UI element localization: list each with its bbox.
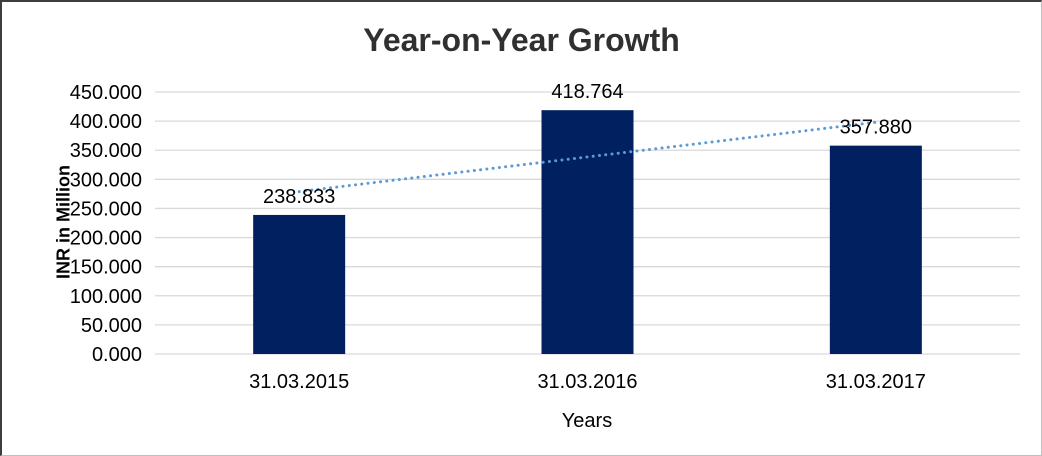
y-tick-label: 300.000	[70, 169, 142, 191]
chart-title: Year-on-Year Growth	[363, 22, 680, 58]
x-category-label: 31.03.2017	[826, 371, 926, 393]
bar-value-label: 238.833	[263, 186, 335, 208]
bar-31.03.2017	[829, 145, 922, 354]
y-tick-label: 100.000	[70, 286, 142, 308]
x-category-label: 31.03.2016	[537, 371, 637, 393]
x-axis-title: Years	[561, 410, 613, 432]
trendline	[297, 120, 878, 194]
y-tick-label: 450.000	[70, 82, 142, 104]
y-tick-label: 50.000	[81, 315, 142, 337]
y-tick-label: 200.000	[70, 228, 142, 250]
y-tick-label: 350.000	[70, 140, 142, 162]
y-tick-label: 400.000	[70, 111, 142, 133]
bar-value-label: 418.764	[551, 81, 623, 103]
bar-31.03.2015	[253, 214, 346, 354]
y-tick-label: 0.000	[92, 344, 142, 366]
bar-value-label: 357.880	[840, 117, 912, 139]
bar-31.03.2016	[541, 110, 634, 354]
y-tick-label: 150.000	[70, 257, 142, 279]
x-category-label: 31.03.2015	[249, 371, 349, 393]
y-tick-label: 250.000	[70, 198, 142, 220]
